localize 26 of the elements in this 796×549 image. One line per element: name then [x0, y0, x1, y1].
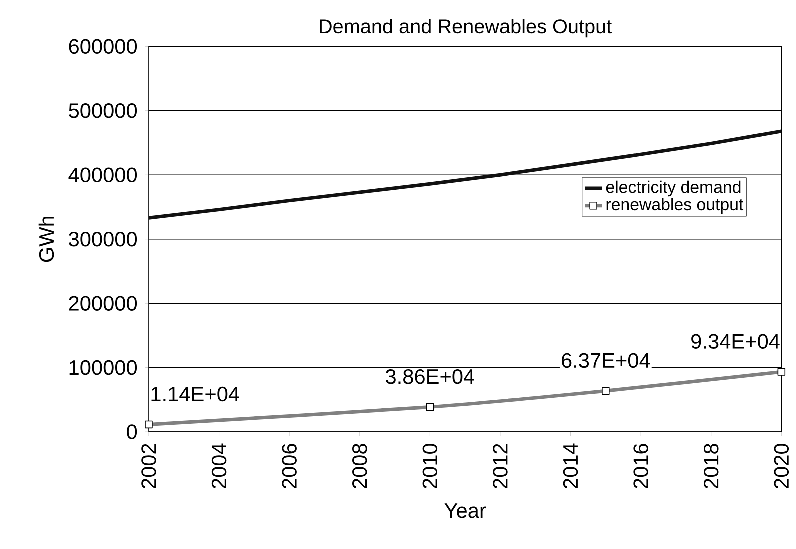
x-tick-label: 2006: [282, 444, 297, 488]
data-label: 1.14E+04: [152, 386, 240, 402]
x-tick-label: 2010: [422, 444, 438, 488]
y-tick-label: 200000: [69, 296, 138, 311]
x-tick-label: 2008: [352, 444, 368, 488]
x-tick-label: 2016: [634, 444, 648, 488]
x-tick-label: 2020: [774, 444, 790, 488]
x-tick-label: 2012: [493, 444, 508, 488]
data-label: 9.34E+04: [692, 334, 780, 349]
x-axis-title: Year: [444, 504, 486, 518]
y-tick-label: 500000: [69, 103, 138, 118]
legend-label: renewables output: [606, 198, 744, 214]
y-tick-label: 0: [127, 424, 138, 440]
x-tick-label: 2018: [704, 444, 719, 488]
x-tick-label: 2004: [212, 444, 227, 488]
legend-label: electricity demand: [606, 180, 741, 196]
y-axis-title: GWh: [38, 216, 54, 262]
data-label: 3.86E+04: [386, 369, 474, 384]
chart-title: Demand and Renewables Output: [320, 18, 612, 38]
y-tick-label: 400000: [68, 168, 138, 182]
y-tick-label: 100000: [70, 360, 138, 376]
y-tick-label: 600000: [69, 39, 138, 54]
x-tick-label: 2014: [563, 444, 578, 488]
data-label: 6.37E+04: [562, 353, 650, 368]
x-tick-label: 2002: [142, 444, 156, 488]
y-tick-label: 300000: [69, 232, 138, 247]
